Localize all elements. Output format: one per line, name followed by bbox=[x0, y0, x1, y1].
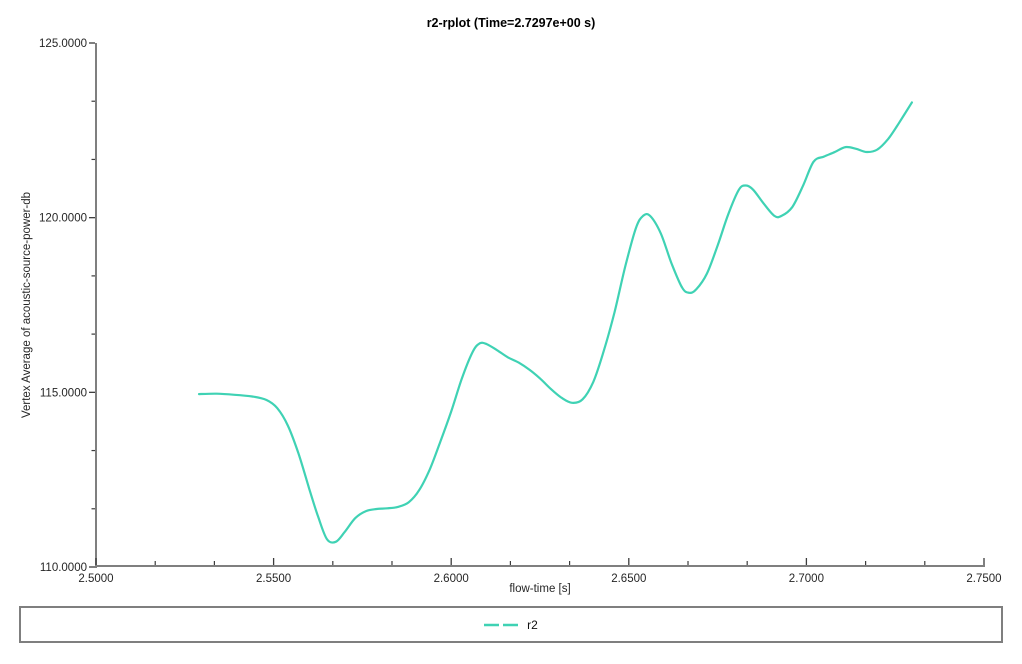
y-tick-label: 115.0000 bbox=[40, 387, 87, 399]
legend-entry-r2: r2 bbox=[484, 618, 538, 632]
x-tick-label: 2.5000 bbox=[78, 573, 113, 585]
x-tick-label: 2.7500 bbox=[966, 573, 1001, 585]
y-axis-title: Vertex Average of acoustic-source-power-… bbox=[21, 191, 33, 419]
series-line-r2 bbox=[197, 101, 913, 544]
y-tick-label: 110.0000 bbox=[40, 562, 87, 574]
x-tick-label: 2.6000 bbox=[434, 573, 469, 585]
chart-title: r2-rplot (Time=2.7297e+00 s) bbox=[426, 16, 596, 30]
x-axis-title: flow-time [s] bbox=[509, 583, 571, 595]
x-tick-label: 2.7000 bbox=[789, 573, 824, 585]
legend-label: r2 bbox=[527, 617, 538, 632]
x-tick-label: 2.5500 bbox=[256, 573, 291, 585]
legend-box: r2 bbox=[19, 606, 1003, 643]
y-tick-label: 125.0000 bbox=[39, 38, 87, 50]
legend-line-sample-icon bbox=[484, 623, 519, 626]
y-tick-label: 120.0000 bbox=[39, 213, 87, 225]
x-tick-label: 2.6500 bbox=[611, 573, 646, 585]
